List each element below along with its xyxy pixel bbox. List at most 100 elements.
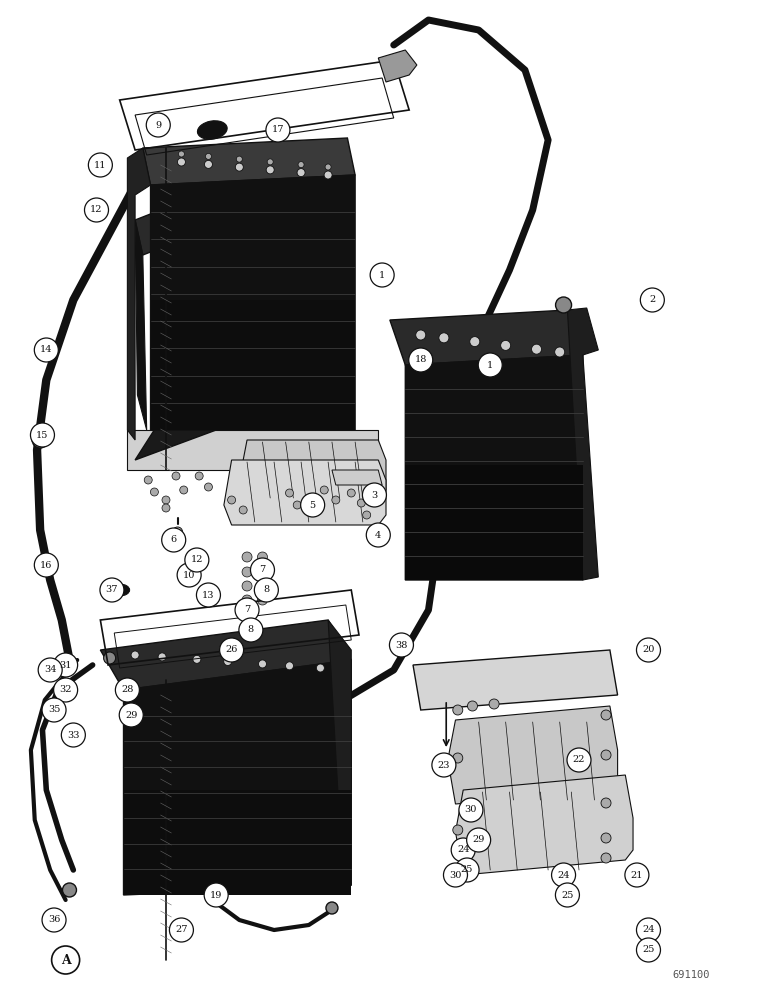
Circle shape: [172, 472, 180, 480]
Circle shape: [180, 486, 188, 494]
Text: 19: 19: [210, 890, 222, 900]
Polygon shape: [151, 175, 355, 430]
Text: 16: 16: [40, 560, 52, 570]
Circle shape: [38, 658, 63, 682]
Polygon shape: [127, 148, 151, 440]
Circle shape: [324, 171, 332, 179]
Text: 12: 12: [191, 556, 203, 564]
Circle shape: [254, 578, 279, 602]
Circle shape: [362, 483, 387, 507]
Circle shape: [144, 476, 152, 484]
Circle shape: [555, 883, 580, 907]
Text: 14: 14: [40, 346, 52, 355]
Circle shape: [162, 504, 170, 512]
Text: 3: 3: [371, 490, 378, 499]
Circle shape: [347, 489, 355, 497]
Circle shape: [42, 908, 66, 932]
Circle shape: [286, 489, 293, 497]
Text: 7: 7: [244, 605, 250, 614]
Text: 9: 9: [155, 120, 161, 129]
Circle shape: [556, 297, 571, 313]
Text: 8: 8: [263, 585, 269, 594]
Polygon shape: [448, 706, 618, 804]
Circle shape: [242, 552, 252, 562]
Circle shape: [100, 578, 124, 602]
Circle shape: [601, 798, 611, 808]
Polygon shape: [151, 300, 355, 430]
Circle shape: [297, 169, 305, 177]
Text: 29: 29: [472, 836, 485, 844]
Circle shape: [242, 595, 252, 605]
Circle shape: [119, 703, 144, 727]
Text: 1: 1: [487, 360, 493, 369]
Circle shape: [205, 483, 212, 491]
Circle shape: [42, 698, 66, 722]
Circle shape: [259, 660, 266, 668]
Circle shape: [258, 581, 267, 591]
Circle shape: [224, 658, 232, 666]
Polygon shape: [405, 355, 583, 580]
Circle shape: [185, 548, 209, 572]
Circle shape: [193, 655, 201, 663]
Polygon shape: [143, 138, 355, 185]
Circle shape: [161, 528, 186, 552]
Text: 5: 5: [310, 500, 316, 510]
Circle shape: [551, 863, 576, 887]
Text: 28: 28: [121, 686, 134, 694]
Circle shape: [131, 651, 139, 659]
Circle shape: [267, 159, 273, 165]
Polygon shape: [328, 620, 351, 890]
Text: 25: 25: [642, 946, 655, 954]
Circle shape: [235, 163, 243, 171]
Circle shape: [466, 865, 475, 875]
Text: 691100: 691100: [672, 970, 709, 980]
Text: 18: 18: [415, 356, 427, 364]
Circle shape: [555, 347, 564, 357]
Ellipse shape: [110, 584, 130, 596]
Polygon shape: [455, 775, 633, 875]
Circle shape: [300, 493, 325, 517]
Circle shape: [453, 705, 462, 715]
Circle shape: [226, 643, 240, 657]
Circle shape: [196, 583, 221, 607]
Text: 12: 12: [90, 206, 103, 215]
Circle shape: [169, 918, 194, 942]
Text: 23: 23: [438, 760, 450, 770]
Polygon shape: [390, 310, 583, 365]
Circle shape: [325, 164, 331, 170]
Circle shape: [258, 595, 267, 605]
Text: 22: 22: [573, 756, 585, 764]
Circle shape: [177, 563, 201, 587]
Circle shape: [236, 156, 242, 162]
Text: 4: 4: [375, 530, 381, 540]
Circle shape: [332, 496, 340, 504]
Circle shape: [636, 938, 661, 962]
Polygon shape: [124, 660, 351, 895]
Circle shape: [601, 750, 611, 760]
Circle shape: [636, 638, 661, 662]
Circle shape: [34, 338, 59, 362]
Text: 11: 11: [94, 160, 107, 169]
Polygon shape: [124, 790, 351, 895]
Circle shape: [293, 501, 301, 509]
Circle shape: [53, 653, 78, 677]
Circle shape: [162, 496, 170, 504]
Circle shape: [88, 153, 113, 177]
Circle shape: [178, 158, 185, 166]
Polygon shape: [224, 460, 386, 525]
Circle shape: [453, 825, 462, 835]
Circle shape: [204, 883, 229, 907]
Circle shape: [443, 863, 468, 887]
Text: 7: 7: [259, 566, 266, 574]
Polygon shape: [135, 220, 147, 430]
Circle shape: [115, 678, 140, 702]
Circle shape: [34, 553, 59, 577]
Circle shape: [625, 863, 649, 887]
Polygon shape: [405, 465, 583, 580]
Circle shape: [478, 353, 503, 377]
Text: 27: 27: [175, 926, 188, 934]
Polygon shape: [567, 308, 598, 580]
Circle shape: [286, 662, 293, 670]
Circle shape: [601, 853, 611, 863]
Text: 2: 2: [649, 296, 655, 304]
